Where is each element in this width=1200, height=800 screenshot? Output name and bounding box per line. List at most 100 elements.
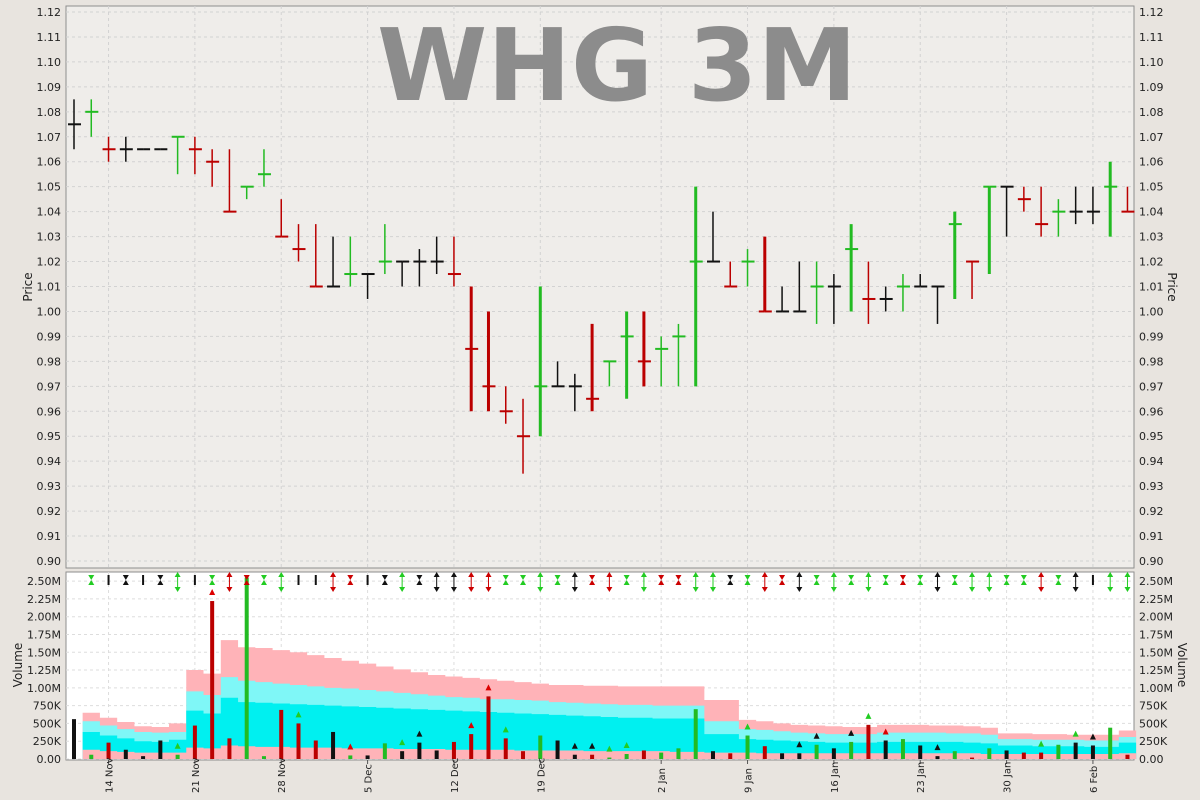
volume-tick-label: 1.00M bbox=[1139, 682, 1173, 695]
volume-bar bbox=[866, 725, 870, 759]
volume-axis-right: 0.00250K500K750K1.00M1.25M1.50M1.75M2.00… bbox=[1139, 575, 1173, 766]
volume-bar bbox=[1091, 745, 1095, 759]
date-label: 21 Nov bbox=[191, 757, 202, 793]
price-axis-left: 0.900.910.920.930.940.950.960.970.980.99… bbox=[37, 6, 62, 568]
volume-bar bbox=[780, 753, 784, 759]
volume-bar bbox=[746, 736, 750, 759]
volume-bar bbox=[1022, 753, 1026, 759]
price-tick-label: 1.10 bbox=[37, 56, 62, 69]
price-tick-label: 1.10 bbox=[1139, 56, 1164, 69]
volume-tick-label: 1.50M bbox=[27, 646, 61, 659]
volume-bar bbox=[1005, 750, 1009, 759]
price-tick-label: 1.07 bbox=[1139, 131, 1164, 144]
price-tick-label: 0.91 bbox=[1139, 530, 1164, 543]
volume-bar bbox=[987, 748, 991, 759]
volume-bar bbox=[1108, 728, 1112, 759]
price-tick-label: 0.97 bbox=[37, 380, 62, 393]
price-tick-label: 0.91 bbox=[37, 530, 62, 543]
volume-tick-label: 1.25M bbox=[1139, 664, 1173, 677]
volume-bar bbox=[901, 739, 905, 759]
price-tick-label: 1.06 bbox=[1139, 156, 1164, 169]
volume-axis-label-right: Volume bbox=[1175, 643, 1189, 688]
price-tick-label: 1.08 bbox=[37, 106, 62, 119]
volume-tick-label: 2.00M bbox=[27, 611, 61, 624]
volume-tick-label: 1.75M bbox=[27, 628, 61, 641]
volume-tick-label: 2.50M bbox=[27, 575, 61, 588]
price-axis-right: 0.90 0.91 0.92 0.93 0.94 0.95 0.96 0.97 0.98 0.99… bbox=[1139, 6, 1164, 568]
volume-axis-label-left: Volume bbox=[11, 643, 25, 688]
volume-bar bbox=[625, 754, 629, 759]
price-tick-label: 1.03 bbox=[1139, 231, 1164, 244]
volume-tick-label: 0.00 bbox=[37, 753, 62, 766]
price-tick-label: 1.04 bbox=[37, 206, 62, 219]
volume-tick-label: 2.50M bbox=[1139, 575, 1173, 588]
price-axis-label-right: Price bbox=[1165, 272, 1179, 301]
price-tick-label: 1.02 bbox=[1139, 256, 1164, 269]
price-tick-label: 1.03 bbox=[37, 231, 62, 244]
date-label: 5 Dec bbox=[364, 764, 375, 793]
price-tick-label: 0.96 bbox=[37, 405, 62, 418]
price-tick-label: 1.02 bbox=[37, 256, 62, 269]
volume-bar bbox=[245, 578, 249, 759]
volume-bar bbox=[504, 738, 508, 759]
volume-bar bbox=[556, 741, 560, 760]
volume-bar bbox=[573, 755, 577, 759]
price-tick-label: 1.08 bbox=[1139, 106, 1164, 119]
volume-tick-label: 1.25M bbox=[27, 664, 61, 677]
volume-tick-label: 750K bbox=[33, 700, 62, 713]
volume-bar bbox=[331, 732, 335, 759]
volume-bar bbox=[279, 710, 283, 759]
price-axis-label-left: Price bbox=[21, 272, 35, 301]
price-tick-label: 1.04 bbox=[1139, 206, 1164, 219]
volume-tick-label: 2.25M bbox=[1139, 593, 1173, 606]
price-tick-label: 0.99 bbox=[1139, 330, 1164, 343]
volume-bar bbox=[659, 753, 663, 759]
volume-bar bbox=[314, 741, 318, 760]
volume-bar bbox=[452, 742, 456, 759]
price-tick-label: 1.06 bbox=[37, 156, 62, 169]
price-tick-label: 1.05 bbox=[37, 181, 62, 194]
volume-bar bbox=[72, 719, 76, 759]
volume-bar bbox=[884, 741, 888, 760]
date-axis: 14 Nov 21 Nov 28 Nov 5 Dec 12 Dec 19 Dec 2 Jan… bbox=[105, 757, 1100, 793]
price-tick-label: 0.90 bbox=[37, 555, 62, 568]
volume-bar bbox=[815, 745, 819, 759]
volume-bar bbox=[642, 750, 646, 759]
volume-bar bbox=[383, 743, 387, 759]
price-tick-label: 1.07 bbox=[37, 131, 62, 144]
volume-bar bbox=[711, 751, 715, 759]
price-tick-label: 0.94 bbox=[1139, 455, 1164, 468]
volume-bar bbox=[210, 601, 214, 759]
price-tick-label: 0.92 bbox=[1139, 505, 1164, 518]
volume-bar bbox=[158, 741, 162, 760]
price-tick-label: 1.00 bbox=[1139, 305, 1164, 318]
date-label: 9 Jan bbox=[744, 768, 755, 793]
volume-tick-label: 1.00M bbox=[27, 682, 61, 695]
price-tick-label: 0.94 bbox=[37, 455, 62, 468]
volume-tick-label: 500K bbox=[1139, 717, 1168, 730]
volume-bar bbox=[590, 755, 594, 759]
date-label: 6 Feb bbox=[1089, 766, 1100, 793]
chart-title: WHG 3M bbox=[377, 7, 857, 124]
volume-bar bbox=[953, 751, 957, 759]
price-tick-label: 1.01 bbox=[1139, 281, 1164, 294]
price-tick-label: 1.01 bbox=[37, 281, 62, 294]
price-tick-label: 0.93 bbox=[1139, 480, 1164, 493]
volume-bar bbox=[193, 726, 197, 759]
volume-bar bbox=[262, 756, 266, 759]
volume-tick-label: 250K bbox=[1139, 735, 1168, 748]
volume-bar bbox=[107, 743, 111, 759]
volume-tick-label: 2.00M bbox=[1139, 611, 1173, 624]
volume-bar bbox=[849, 742, 853, 759]
price-tick-label: 1.11 bbox=[1139, 31, 1164, 44]
price-tick-label: 0.98 bbox=[1139, 355, 1164, 368]
volume-bar bbox=[227, 738, 231, 759]
volume-bar bbox=[832, 748, 836, 759]
volume-bar bbox=[348, 755, 352, 759]
price-tick-label: 0.96 bbox=[1139, 405, 1164, 418]
volume-bar bbox=[1125, 755, 1129, 759]
price-tick-label: 1.00 bbox=[37, 305, 62, 318]
price-tick-label: 0.95 bbox=[37, 430, 62, 443]
volume-bar bbox=[124, 750, 128, 759]
volume-bar bbox=[521, 751, 525, 759]
